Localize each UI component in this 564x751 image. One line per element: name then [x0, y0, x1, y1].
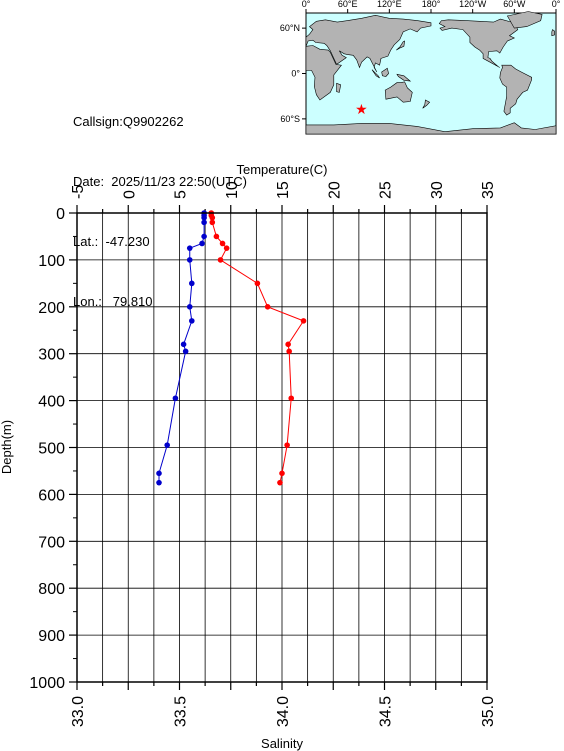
date-text: Date: 2025/11/23 22:50(UTC): [73, 174, 247, 189]
top-tick-label: 35: [480, 181, 497, 199]
map-landmass: [438, 18, 519, 68]
temperature-point: [285, 341, 291, 348]
salinity-point: [189, 280, 195, 287]
y-tick-label: 300: [38, 347, 65, 364]
map-lon-label: 120°E: [377, 0, 402, 9]
map-landmass: [506, 11, 543, 29]
salinity-line: [158, 213, 205, 483]
salinity-point: [180, 341, 187, 348]
temperature-point: [213, 233, 220, 240]
y-tick-label: 600: [38, 487, 65, 504]
map-lat-label: 0°: [291, 69, 300, 79]
latitude-text: Lat.: -47.230: [73, 234, 150, 249]
map-landmass: [371, 69, 380, 79]
callsign-text: Callsign:Q9902262: [73, 114, 184, 129]
top-tick-label: 15: [275, 181, 292, 199]
salinity-point: [182, 348, 189, 355]
temperature-point: [284, 442, 290, 448]
temperature-point: [223, 245, 230, 251]
bottom-tick-label: 34.5: [378, 696, 395, 727]
y-tick-label: 0: [56, 206, 65, 223]
map-landmass: [305, 122, 557, 135]
longitude-text: Lon.: 79.810: [73, 294, 153, 309]
map-landmass: [336, 82, 342, 93]
salinity-point: [199, 240, 205, 247]
map-land: [305, 11, 557, 135]
bottom-tick-label: 34.0: [275, 696, 292, 727]
bottom-tick-label: 33.5: [173, 696, 190, 727]
y-tick-label: 100: [38, 253, 65, 270]
top-tick-label: 5: [173, 190, 190, 199]
top-tick-label: 30: [429, 181, 446, 199]
y-tick-label: 900: [38, 628, 65, 645]
temperature-point: [277, 479, 283, 486]
map-lon-label: 60°W: [503, 0, 526, 9]
map-landmass: [499, 64, 533, 116]
salinity-point: [156, 470, 162, 477]
y-tick-label: 200: [38, 300, 65, 317]
temperature-point: [209, 214, 216, 221]
temperature-point: [300, 318, 307, 324]
chart-grid: [76, 212, 488, 683]
temperature-point: [286, 348, 292, 355]
temperature-point: [209, 219, 216, 226]
map-labels: 0° 60°E 120°E 180° 120°W 60°W 0° 60°N 0° 60°S: [280, 0, 561, 124]
y-axis-title: Depth(m): [0, 420, 14, 474]
float-location-marker: ★: [355, 101, 368, 117]
salinity-point: [186, 257, 193, 263]
map-lat-label: 60°S: [280, 114, 300, 124]
y-tick-label: 700: [38, 534, 65, 551]
salinity-point: [172, 395, 179, 402]
profile-info: Callsign:Q9902262 Date: 2025/11/23 22:50…: [73, 72, 247, 332]
salinity-point: [201, 219, 207, 226]
chart-series: [156, 210, 307, 486]
top-tick-label: 20: [326, 181, 343, 199]
map-lat-label: 60°N: [280, 23, 300, 33]
map-landmass: [381, 67, 389, 77]
salinity-point: [186, 245, 193, 251]
plot-frame: [76, 212, 488, 683]
y-tick-label: 400: [38, 394, 65, 411]
salinity-point: [201, 233, 207, 240]
temperature-point: [288, 395, 295, 402]
y-tick-label: 800: [38, 581, 65, 598]
map-landmass: [384, 81, 413, 103]
bottom-axis-title: Salinity: [261, 736, 303, 751]
temperature-point: [264, 304, 271, 310]
map-landmass: [422, 99, 431, 109]
y-tick-label: 500: [38, 441, 65, 458]
salinity-point: [186, 304, 193, 310]
y-tick-label: 1000: [29, 675, 65, 692]
map-landmass: [305, 45, 342, 101]
map-lon-label: 120°W: [459, 0, 487, 9]
salinity-point: [189, 318, 195, 324]
temperature-line: [210, 213, 305, 483]
salinity-point: [156, 479, 162, 486]
map-lon-label: 0°: [552, 0, 561, 9]
map-landmass: [396, 73, 412, 82]
chart-tick-labels: 0 100 200 300 400 500 600 700 800 900 1000 -5 0 5 10 15…: [29, 181, 497, 727]
map-landmass: [551, 29, 555, 37]
temperature-point: [217, 257, 224, 263]
top-axis-title: Temperature(C): [236, 162, 327, 177]
top-tick-label: 10: [224, 181, 241, 199]
salinity-point: [164, 442, 170, 448]
temperature-point: [219, 240, 226, 247]
top-tick-label: -5: [70, 185, 87, 199]
top-tick-label: 25: [378, 181, 395, 199]
map-landmass: [305, 14, 432, 73]
temperature-point: [254, 280, 261, 287]
salinity-point: [201, 214, 207, 221]
map-landmass: [396, 40, 405, 51]
map-lon-label: 60°E: [338, 0, 358, 9]
bottom-tick-label: 35.0: [480, 696, 497, 727]
map-lon-label: 180°: [422, 0, 441, 9]
bottom-tick-label: 33.0: [70, 696, 87, 727]
top-tick-label: 0: [121, 190, 138, 199]
map-lon-label: 0°: [302, 0, 311, 9]
temperature-point: [279, 470, 285, 477]
